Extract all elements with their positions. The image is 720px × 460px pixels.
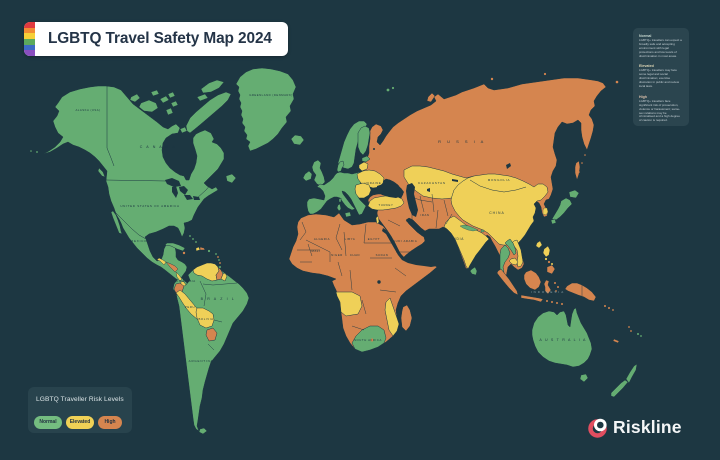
svg-text:MALI: MALI	[312, 249, 321, 253]
svg-text:ALASKA (USA): ALASKA (USA)	[75, 108, 100, 112]
svg-text:UKRAINE: UKRAINE	[365, 181, 382, 185]
svg-text:BOLIVIA: BOLIVIA	[198, 317, 213, 321]
svg-text:SUDAN: SUDAN	[376, 253, 389, 257]
svg-text:COLOMBIA: COLOMBIA	[176, 279, 196, 283]
svg-text:ALGERIA: ALGERIA	[314, 237, 330, 241]
svg-text:INDONESIA: INDONESIA	[531, 290, 566, 294]
svg-text:MONGOLIA: MONGOLIA	[488, 178, 511, 182]
svg-text:NIGER: NIGER	[331, 253, 343, 257]
svg-text:MEXICO: MEXICO	[131, 239, 148, 243]
svg-text:R U S S I A: R U S S I A	[438, 139, 486, 144]
svg-text:UNITED STATES OF AMERICA: UNITED STATES OF AMERICA	[120, 204, 179, 208]
svg-text:CHINA: CHINA	[489, 211, 505, 215]
svg-text:GREENLAND (DENMARK): GREENLAND (DENMARK)	[249, 93, 293, 97]
svg-text:SOUTH AFRICA: SOUTH AFRICA	[354, 338, 382, 342]
svg-text:C A N A D A: C A N A D A	[140, 145, 177, 149]
svg-text:A U S T R A L I A: A U S T R A L I A	[539, 338, 586, 342]
svg-text:SAUDI ARABIA: SAUDI ARABIA	[391, 239, 418, 243]
svg-text:TURKEY: TURKEY	[379, 203, 394, 207]
svg-text:KAZAKHSTAN: KAZAKHSTAN	[418, 181, 446, 185]
svg-text:EGYPT: EGYPT	[368, 237, 380, 241]
svg-text:INDIA: INDIA	[452, 237, 465, 241]
svg-text:IRAN: IRAN	[420, 213, 429, 217]
svg-text:CHAD: CHAD	[350, 253, 360, 257]
svg-text:B R A Z I L: B R A Z I L	[201, 297, 236, 301]
svg-text:PERU: PERU	[185, 305, 195, 309]
svg-text:ARGENTINA: ARGENTINA	[189, 359, 214, 363]
svg-text:LIBYA: LIBYA	[345, 237, 356, 241]
